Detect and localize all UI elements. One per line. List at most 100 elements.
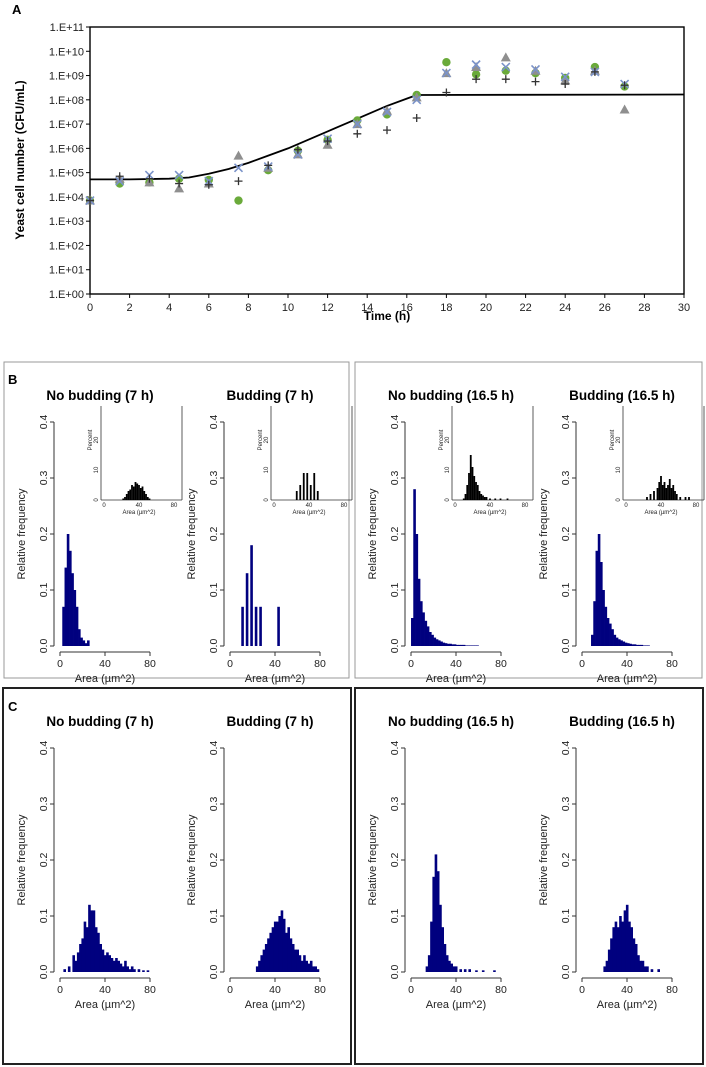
panel-a: A Yeast cell number (CFU/mL) Time (h) 1.…: [12, 2, 690, 323]
c1-bar: [112, 960, 116, 972]
c4-histogram: Budding (16.5 h) Relative frequency Area (…: [538, 714, 678, 1011]
b4-y-tick-label: 0.0: [560, 639, 572, 654]
b2-bar: [259, 606, 262, 646]
b4-bar: [595, 550, 599, 646]
c4-y-tick-label: 0.3: [560, 797, 572, 812]
c2-bar: [258, 960, 261, 972]
b1-y-tick-label: 0.0: [38, 639, 50, 654]
b1-x-tick-label: 0: [57, 658, 63, 670]
b4-inset-bar: [684, 497, 687, 500]
c2-ylabel: Relative frequency: [186, 814, 198, 906]
c1-y-tick-label: 0.4: [38, 741, 50, 756]
b4-inset-bar: [660, 476, 662, 500]
b3-bar: [415, 534, 419, 646]
c1-bar: [137, 969, 141, 972]
c4-ylabel: Relative frequency: [538, 814, 550, 906]
c1-x-tick-label: 80: [144, 984, 156, 996]
b3-bar: [474, 645, 477, 646]
point-plus: [293, 145, 302, 154]
x-tick-label: 6: [206, 302, 212, 314]
point-plus: [264, 161, 273, 170]
point-x: [293, 149, 303, 159]
panel-b-frame-right: [354, 361, 703, 679]
x-tick-labels: 0 2 4 6 8 10 12 14 16 18 20 22 24 26 28 30: [87, 294, 690, 314]
c3-bar: [434, 854, 438, 972]
b2-inset-bar: [295, 491, 298, 500]
c4-y-tick-label: 0.2: [560, 853, 572, 868]
c1-bar: [146, 970, 150, 972]
c1-bar: [63, 969, 66, 972]
b4-inset: Percent 0 10 20 0 40 80 Area (µm^2): [610, 406, 705, 516]
b1-inset-bar: [129, 489, 132, 500]
b3-inset-bar: [462, 498, 465, 500]
c1-bar: [117, 960, 120, 972]
b3-bar: [476, 645, 479, 646]
b3-bar: [447, 643, 450, 646]
point-x: [530, 64, 541, 75]
point-plus: [412, 114, 421, 123]
b3-inset-y-tick-label: 20: [445, 436, 451, 443]
point-plus: [590, 67, 599, 76]
point-x: [471, 60, 481, 70]
point-triangle: [619, 104, 630, 114]
point-x: [352, 119, 362, 129]
b4-inset-bar: [667, 485, 669, 500]
b3-y-tick-label: 0.1: [389, 583, 401, 598]
b4-y-tick-label: 0.4: [560, 415, 572, 430]
c3-bar: [441, 927, 444, 972]
b3-inset-x-tick-label: 80: [522, 503, 529, 509]
b2-inset-bar: [306, 473, 309, 500]
c2-bar: [312, 966, 315, 972]
c3-y-tick-label: 0.2: [389, 853, 401, 868]
b4-bar: [600, 562, 603, 646]
c4-bar: [639, 960, 642, 972]
c2-bar: [296, 949, 299, 972]
y-tick-label: 1.E+09: [49, 71, 84, 83]
panel-c: C No budding (7 h) Relative frequency Area…: [2, 687, 704, 1065]
b3-inset-y-tick-label: 0: [445, 498, 451, 502]
x-tick-label: 22: [519, 302, 531, 314]
b4-x-tick-label: 40: [621, 658, 633, 670]
c4-title: Budding (16.5 h): [569, 714, 675, 729]
b1-inset: Percent 0 10 20 0 40 80 Area (µm^2): [88, 406, 183, 516]
b4-bar: [640, 644, 644, 646]
b4-bar: [636, 644, 639, 646]
b2-inset-bar: [316, 491, 319, 500]
b4-bar: [604, 606, 608, 646]
c2-y-tick-label: 0.2: [208, 853, 220, 868]
b3-inset-bar: [476, 485, 479, 500]
b4-inset-bar: [668, 479, 671, 500]
b4-inset-bar: [661, 485, 664, 500]
c1-bar: [124, 960, 127, 972]
x-tick-label: 14: [361, 302, 373, 314]
b4-bar: [602, 590, 605, 646]
b2-bar: [254, 606, 258, 646]
c4-bar: [632, 938, 636, 972]
c4-bar: [657, 969, 660, 972]
x-tick-label: 16: [401, 302, 413, 314]
c3-bar: [475, 970, 478, 972]
c1-bar: [88, 904, 91, 972]
c2-bar: [314, 966, 317, 972]
b4-inset-y-tick-label: 10: [616, 466, 622, 473]
c2-y-tick-label: 0.0: [208, 965, 220, 980]
c1-bar: [94, 927, 98, 972]
b4-y-tick-label: 0.1: [560, 583, 572, 598]
x-tick-label: 0: [87, 302, 93, 314]
b2-ylabel: Relative frequency: [186, 488, 198, 580]
b3-bar: [429, 632, 432, 646]
c2-bar: [287, 927, 290, 972]
b3-bar: [449, 643, 452, 646]
b3-inset-bar: [473, 476, 476, 500]
b2-inset-ylabel: Percent: [258, 429, 264, 450]
b1-inset-ylabel: Percent: [88, 429, 94, 450]
b3-bar: [444, 643, 448, 646]
b1-y-tick-label: 0.3: [38, 471, 50, 486]
b4-bar: [593, 601, 596, 646]
c4-bar: [614, 921, 618, 972]
c2-bar: [303, 955, 306, 972]
b1-bar: [69, 550, 72, 646]
c3-bar: [454, 966, 458, 972]
c2-bar: [262, 949, 266, 972]
b4-bar: [647, 645, 650, 646]
